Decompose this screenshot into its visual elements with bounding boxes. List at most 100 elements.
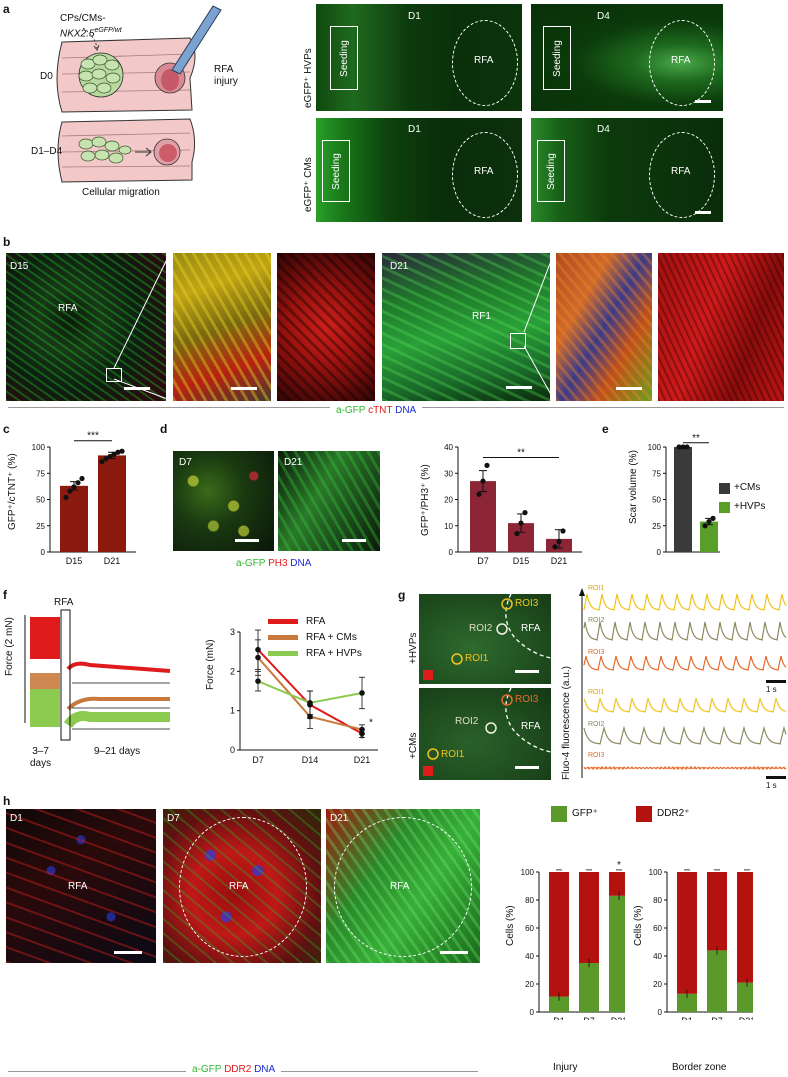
day-label: D15: [10, 261, 29, 272]
panel-a-label: a: [3, 2, 10, 16]
label: RFA: [306, 615, 326, 627]
zoom-box: [106, 368, 122, 382]
nkx-gene: NKX2.5: [60, 28, 95, 40]
rfa-outline: [649, 20, 715, 106]
seeding-label: Seeding: [330, 152, 342, 190]
texture: [382, 253, 550, 401]
stain-green: a-GFP: [192, 1064, 222, 1075]
legend-cms-label: +CMs: [734, 482, 761, 493]
days-early-line2: days: [30, 758, 52, 769]
y-tick-label: 1: [230, 706, 235, 716]
scale-bar: [695, 100, 711, 103]
texture: [6, 809, 156, 963]
y-tick-label: 10: [444, 522, 453, 531]
scale-bar: [342, 539, 366, 542]
panel-a-schematic: [0, 0, 300, 220]
stain-green: a-GFP: [236, 558, 266, 569]
y-tick-label: 60: [653, 924, 662, 933]
bar-gfp: [737, 982, 753, 1012]
bar-gfp: [677, 993, 697, 1012]
rfa-label: RFA: [671, 55, 691, 66]
legend-cms-swatch: [719, 483, 730, 494]
f-days-early: 3–7 days: [30, 746, 51, 770]
d0-label: D0: [40, 71, 53, 82]
panel-c-label: c: [3, 422, 10, 436]
data-point: [710, 515, 716, 521]
x-tick-label: D15: [513, 556, 530, 566]
trace-roi1-hvps: ROI1: [588, 585, 605, 592]
day-label: D21: [284, 457, 303, 468]
y-tick-label: 75: [36, 469, 45, 478]
data-point: [307, 700, 313, 706]
day-label: D21: [390, 261, 409, 272]
micrograph-cms-d4: Seeding D4 RFA: [531, 118, 723, 222]
seeding-label: Seeding: [338, 39, 350, 77]
stain-blue: DNA: [395, 405, 417, 416]
seeding-label: Seeding: [545, 152, 557, 190]
zoom-lines: [113, 252, 555, 401]
x-tick-label: D1: [553, 1016, 565, 1020]
bar: [700, 521, 718, 552]
micrograph-d-d21: D21: [278, 451, 380, 551]
y-tick-label: 40: [444, 443, 453, 452]
data-point: [556, 538, 562, 545]
bar: [98, 455, 126, 552]
data-point: [560, 528, 566, 534]
y-tick-label: 50: [652, 496, 661, 505]
x-tick-label: D21: [739, 1016, 753, 1020]
data-point: [676, 444, 682, 450]
data-point: [75, 480, 81, 486]
h-xlabel-injury: Injury: [553, 1062, 578, 1073]
bar: [470, 481, 496, 552]
y-tick-label: 100: [32, 443, 46, 452]
data-point: [518, 520, 524, 526]
y-tick-label: 20: [525, 980, 534, 989]
panel-b-label: b: [3, 235, 11, 249]
y-tick-label: 0: [530, 1008, 535, 1017]
data-point: [680, 444, 686, 450]
micrograph-b-d15-zoom-merge: [173, 253, 271, 401]
data-point: [552, 544, 558, 550]
y-tick-label: 0: [657, 548, 662, 557]
g-cms-label: +CMs: [408, 732, 419, 759]
micrograph-g-hvps: ROI3 ROI2 RFA ROI1: [419, 594, 551, 684]
day-label: D7: [167, 813, 180, 824]
data-point: [67, 488, 73, 494]
data-point: [522, 510, 528, 516]
seeding-label: Seeding: [551, 39, 563, 77]
h-xlabel-border: Border zone: [672, 1062, 727, 1073]
bar: [674, 447, 692, 552]
g-overlay: [423, 688, 551, 776]
roi3-label: ROI3: [515, 598, 539, 609]
data-point: [107, 453, 113, 460]
tissue-d0: [56, 5, 222, 113]
scale-1s-bottom: 1 s: [766, 781, 777, 790]
force-traces: [24, 609, 171, 741]
day-label: D21: [330, 813, 349, 824]
texture: [278, 451, 380, 551]
y-tick-label: 3: [230, 627, 235, 637]
data-point: [480, 478, 486, 484]
chart-c: 0 25 50 75 100 D15 D21 ***: [32, 431, 136, 566]
micrograph-d-d7: D7: [173, 451, 274, 551]
y-tick-label: 100: [649, 868, 663, 877]
legend-gfp-label: GFP⁺: [572, 808, 598, 819]
legend-rfa-cms: RFA + CMs: [268, 629, 362, 645]
star-label: *: [360, 734, 364, 745]
cells-label-line2: NKX2.5eGFP/wt: [60, 25, 122, 40]
rfa-label: RFA: [58, 303, 78, 314]
scale-bar: [231, 387, 257, 390]
x-tick-label: D21: [551, 556, 568, 566]
stain-legend-h: a-GFP DDR2 DNA: [186, 1064, 282, 1075]
data-point: [71, 484, 77, 490]
roi1-label: ROI1: [465, 653, 489, 664]
data-point: [307, 713, 313, 720]
scale-bar: [695, 211, 711, 214]
label: RFA + CMs: [306, 631, 357, 643]
g-hvps-label: +HVPs: [408, 632, 419, 664]
data-point: [706, 518, 712, 525]
y-tick-label: 20: [444, 496, 453, 505]
panel-f-label: f: [3, 588, 7, 602]
schematic-drawing: [56, 5, 222, 183]
stain-legend-d: a-GFP PH3 DNA: [236, 558, 311, 569]
